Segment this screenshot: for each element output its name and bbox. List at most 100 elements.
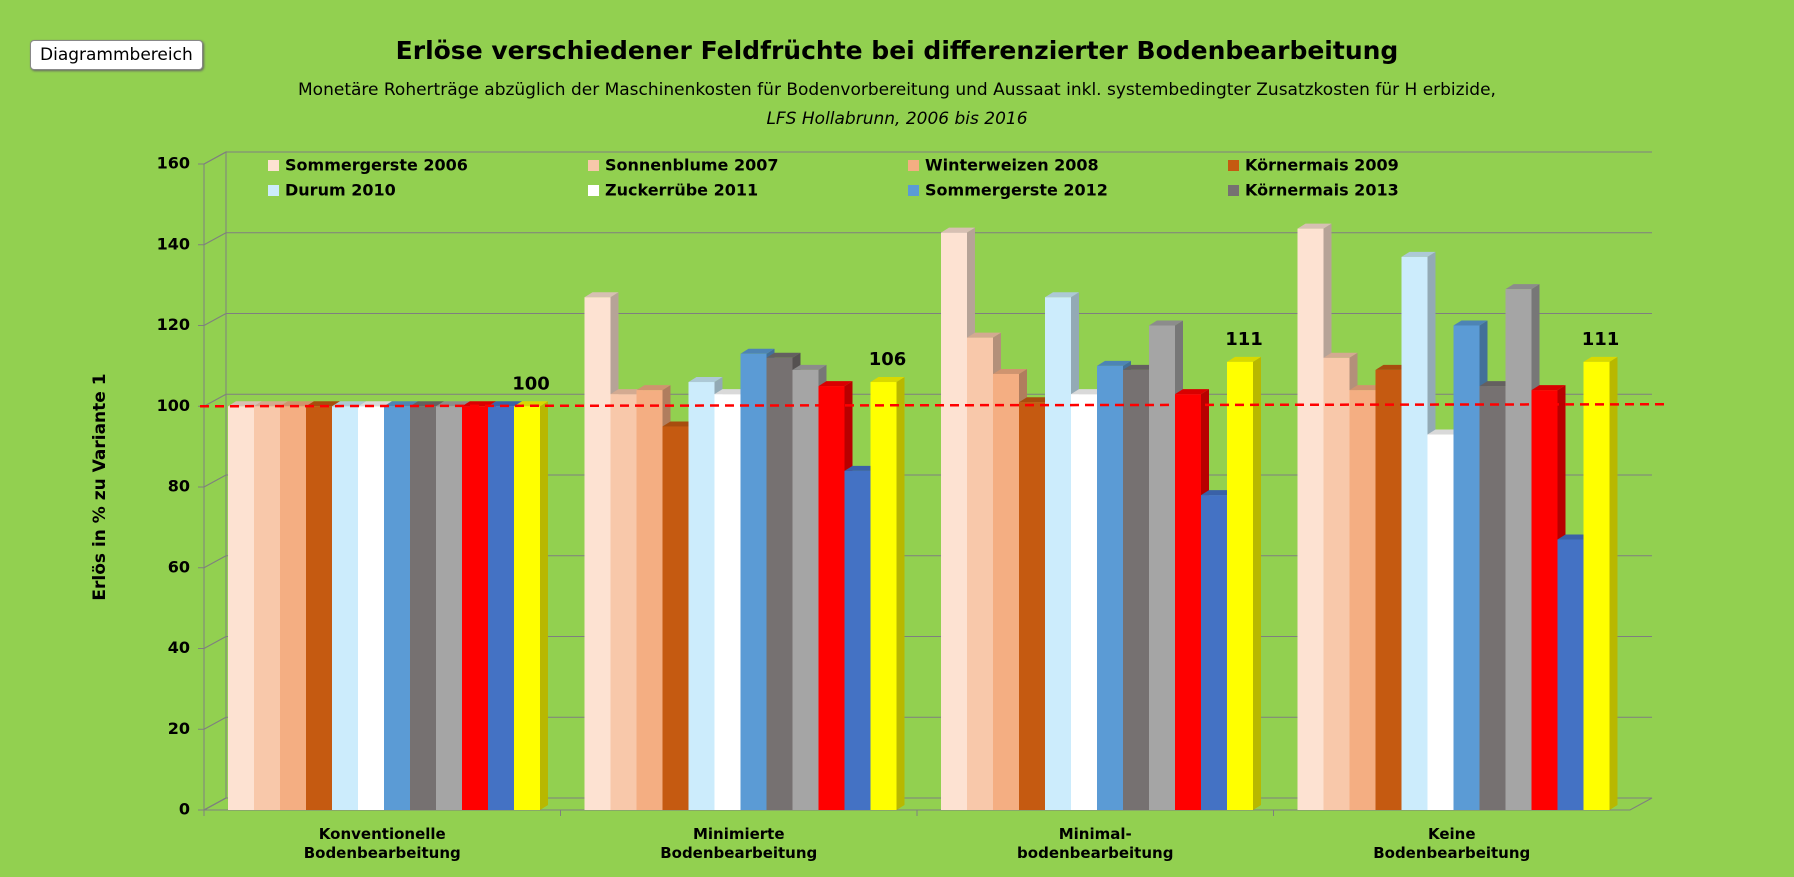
legend-swatch bbox=[1228, 185, 1239, 196]
y-tick-label: 20 bbox=[168, 719, 190, 738]
bar-face bbox=[1401, 251, 1436, 257]
x-tick-label: Minimal-bodenbearbeitung bbox=[1017, 825, 1173, 862]
bar-face bbox=[332, 406, 358, 810]
bar-face bbox=[1557, 534, 1592, 540]
bar-face bbox=[993, 373, 1019, 810]
y-axis-label: Erlös in % zu Variante 1 bbox=[90, 373, 110, 600]
legend-swatch bbox=[1228, 160, 1239, 171]
bar-face bbox=[488, 401, 522, 407]
bar-face bbox=[844, 465, 879, 471]
bar-face bbox=[636, 385, 671, 391]
y-tick-label: 100 bbox=[157, 396, 190, 415]
x-tick-label: Keine Bodenbearbeitung bbox=[1373, 825, 1530, 862]
legend-label: Winterweizen 2008 bbox=[925, 156, 1099, 175]
legend-label: Körnermais 2009 bbox=[1245, 156, 1399, 175]
data-label: 111 bbox=[1225, 329, 1263, 350]
bar-face bbox=[1071, 389, 1105, 395]
bar-face bbox=[1149, 320, 1183, 326]
bar-face bbox=[818, 386, 845, 810]
bar-face bbox=[1097, 360, 1131, 366]
bar bbox=[870, 377, 905, 810]
grid-line bbox=[203, 232, 227, 246]
legend-swatch bbox=[588, 160, 599, 171]
bar-face bbox=[993, 368, 1027, 374]
bar-face bbox=[1349, 385, 1384, 391]
bar-face bbox=[1427, 429, 1462, 435]
bar-face bbox=[254, 406, 280, 810]
bar-face bbox=[1531, 390, 1558, 810]
bar-face bbox=[1175, 389, 1209, 395]
y-tick-label: 0 bbox=[179, 800, 190, 819]
bar-face bbox=[1253, 356, 1261, 810]
bar-face bbox=[688, 377, 723, 383]
bar-face bbox=[870, 377, 905, 383]
bar-face bbox=[1297, 223, 1332, 229]
bar-face bbox=[1557, 539, 1584, 810]
bar-face bbox=[967, 337, 993, 810]
bar-face bbox=[1583, 356, 1618, 362]
legend-label: Körnermais 2013 bbox=[1245, 181, 1399, 200]
bar-face bbox=[1123, 369, 1149, 810]
bar-face bbox=[384, 406, 410, 810]
bar-face bbox=[688, 382, 715, 810]
bar-face bbox=[1583, 361, 1610, 810]
bar-face bbox=[870, 382, 897, 810]
y-tick-label: 120 bbox=[157, 315, 190, 334]
bar-face bbox=[1531, 385, 1566, 391]
bar-face bbox=[1227, 361, 1253, 810]
bar-face bbox=[514, 406, 540, 810]
grid-line bbox=[203, 797, 227, 811]
bar-face bbox=[792, 364, 827, 370]
tooltip[interactable]: Diagrammbereich bbox=[30, 40, 203, 70]
bar-face bbox=[967, 332, 1001, 338]
bar-face bbox=[1297, 228, 1324, 811]
y-tick-label: 60 bbox=[168, 557, 190, 576]
legend-label: Sommergerste 2006 bbox=[285, 156, 468, 175]
bar-face bbox=[1071, 394, 1097, 810]
bar-face bbox=[1427, 434, 1454, 810]
bar-face bbox=[1505, 284, 1540, 290]
bar-face bbox=[1227, 356, 1261, 362]
grid-line bbox=[203, 716, 227, 730]
data-label: 106 bbox=[869, 349, 907, 370]
bar bbox=[1557, 534, 1592, 810]
bar-face bbox=[358, 406, 384, 810]
grid-line bbox=[203, 474, 227, 488]
bar-face bbox=[306, 406, 332, 810]
y-tick-label: 160 bbox=[157, 154, 190, 173]
bar-face bbox=[714, 394, 741, 810]
y-tick-label: 40 bbox=[168, 638, 190, 657]
bar-face bbox=[740, 353, 767, 810]
bar-face bbox=[844, 470, 871, 810]
legend-swatch bbox=[908, 185, 919, 196]
grid-line bbox=[203, 636, 227, 649]
bar-face bbox=[1045, 292, 1079, 298]
bar-face bbox=[1479, 381, 1514, 387]
bar-face bbox=[1323, 357, 1350, 810]
bar-face bbox=[610, 394, 637, 810]
reference-line bbox=[199, 403, 1667, 408]
grid-line bbox=[203, 393, 227, 407]
bar-face bbox=[1349, 390, 1376, 810]
bar-face bbox=[636, 390, 663, 810]
bar-face bbox=[662, 426, 689, 810]
bar-face bbox=[896, 377, 905, 810]
bar-face bbox=[306, 401, 340, 407]
y-tick-label: 80 bbox=[168, 477, 190, 496]
bar-face bbox=[1045, 297, 1071, 810]
bar-face bbox=[1609, 356, 1618, 810]
bar-face bbox=[1323, 352, 1358, 358]
bar-face bbox=[584, 297, 611, 810]
bar-face bbox=[1375, 369, 1402, 810]
legend-swatch bbox=[268, 185, 279, 196]
bar-face bbox=[818, 381, 853, 387]
legend-label: Zuckerrübe 2011 bbox=[605, 181, 758, 200]
legend-swatch bbox=[268, 160, 279, 171]
grid-line bbox=[203, 151, 227, 165]
bar-face bbox=[280, 406, 306, 810]
bar-face bbox=[1401, 256, 1428, 810]
bar-face bbox=[540, 401, 548, 810]
legend-label: Durum 2010 bbox=[285, 181, 396, 200]
data-label: 111 bbox=[1582, 329, 1620, 350]
